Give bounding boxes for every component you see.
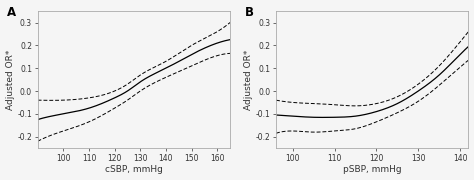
Text: A: A bbox=[7, 6, 16, 19]
X-axis label: pSBP, mmHg: pSBP, mmHg bbox=[343, 165, 401, 174]
Y-axis label: Adjusted OR*: Adjusted OR* bbox=[244, 50, 253, 110]
X-axis label: cSBP, mmHg: cSBP, mmHg bbox=[105, 165, 163, 174]
Y-axis label: Adjusted OR*: Adjusted OR* bbox=[6, 50, 15, 110]
Text: B: B bbox=[245, 6, 254, 19]
